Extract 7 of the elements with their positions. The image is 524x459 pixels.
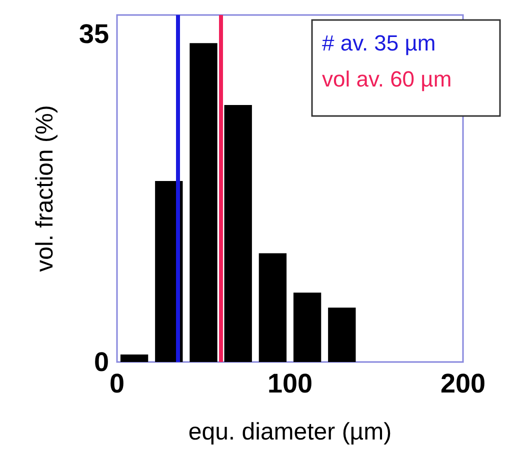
- x-axis-title: equ. diameter (µm): [188, 418, 392, 446]
- y-axis-title: vol. fraction (%): [32, 105, 58, 272]
- x-tick-label: 100: [267, 368, 313, 398]
- ref-line-label: # av. 35 µm: [322, 30, 436, 56]
- y-tick-label: 35: [78, 18, 109, 49]
- ref-line-label: vol av. 60 µm: [322, 66, 452, 92]
- x-tick-label: 200: [440, 368, 486, 398]
